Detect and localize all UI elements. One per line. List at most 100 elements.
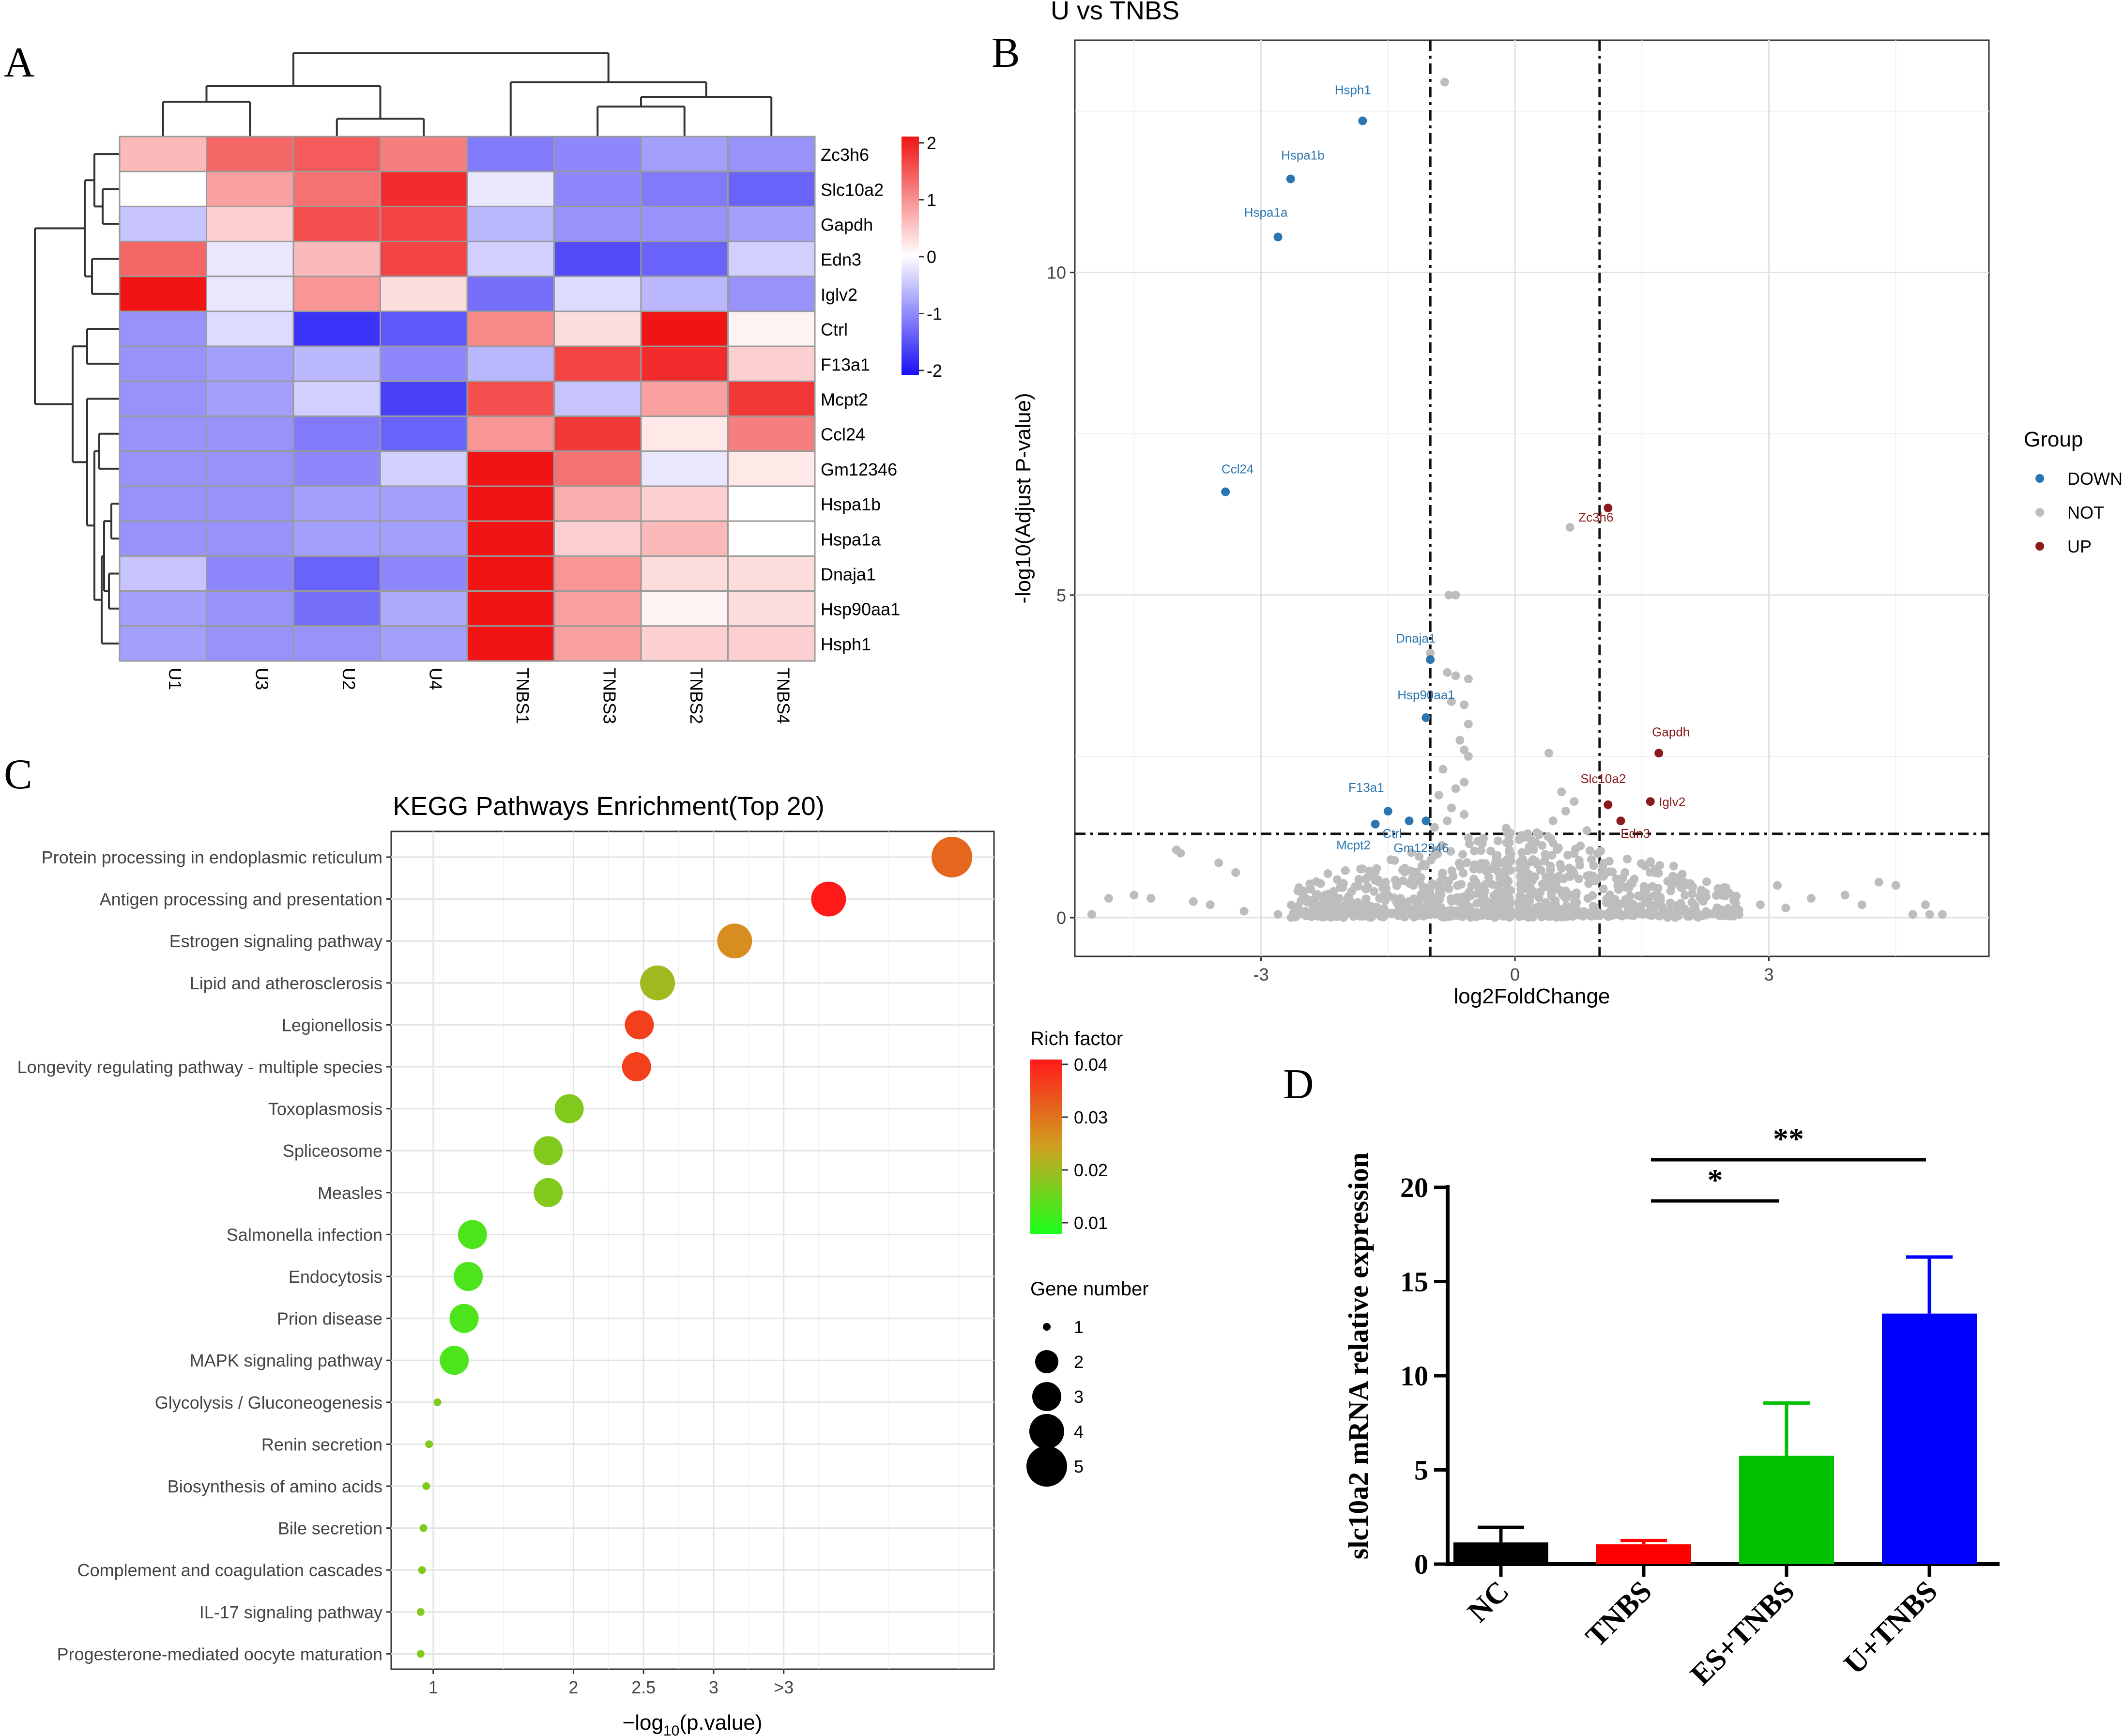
volcano-point-not — [1412, 868, 1421, 877]
heatmap-cell — [206, 136, 294, 172]
volcano-point-not — [1599, 859, 1608, 868]
volcano-point-not — [1561, 807, 1570, 816]
heatmap-cell — [380, 415, 468, 452]
volcano-point-not — [1696, 887, 1706, 896]
volcano-gene-label: Iglv2 — [1659, 795, 1685, 809]
volcano-point-not — [1506, 898, 1515, 907]
volcano-points — [1087, 77, 1947, 922]
volcano-point-not — [1481, 859, 1490, 868]
kegg-point — [418, 1566, 426, 1574]
heatmap-cell — [727, 450, 816, 487]
heatmap-cell — [119, 590, 207, 627]
kegg-point — [534, 1136, 563, 1166]
heatmap-row-label: Iglv2 — [821, 285, 857, 305]
volcano-legend-item: DOWN — [2067, 469, 2123, 489]
volcano-point-not — [1608, 903, 1618, 912]
panel-d-label: D — [1283, 1061, 1314, 1108]
volcano-point-not — [1570, 797, 1579, 806]
kegg-point — [419, 1524, 428, 1532]
volcano-point-not — [1490, 860, 1499, 869]
gene-number-tick: 3 — [1074, 1387, 1084, 1407]
heatmap-cell — [206, 485, 294, 522]
volcano-point-not — [1773, 881, 1782, 890]
heatmap-cell — [727, 625, 816, 662]
volcano-point-not — [1532, 828, 1542, 837]
heatmap-cell — [206, 205, 294, 243]
bar-category-label: ES+TNBS — [1684, 1575, 1801, 1691]
volcano-point-not — [1806, 894, 1816, 903]
volcano-point-not — [1505, 838, 1514, 847]
heatmap-cell — [119, 276, 207, 312]
column-dendrogram — [162, 52, 773, 137]
kegg-pathway-label: Bile secretion — [278, 1519, 382, 1538]
volcano-point-not — [1415, 852, 1424, 861]
heatmap-cell — [206, 241, 294, 277]
kegg-gridlines — [391, 831, 994, 1669]
heatmap-row-label: Dnaja1 — [821, 565, 876, 584]
heatmap-cell — [553, 520, 642, 557]
volcano-point-not — [1550, 903, 1559, 912]
heatmap-cell — [553, 590, 642, 627]
heatmap-cell — [553, 241, 642, 277]
heatmap-row-label: Hspa1b — [821, 494, 881, 514]
volcano-point-not — [1460, 700, 1469, 709]
volcano-point-not — [1550, 885, 1559, 894]
heatmap-cell — [553, 415, 642, 452]
volcano-y-tick: 0 — [1056, 908, 1066, 928]
kegg-pathway-label: Progesterone-mediated oocyte maturation — [57, 1644, 382, 1664]
heatmap-cell — [640, 136, 729, 172]
volcano-point-not — [1358, 864, 1367, 874]
heatmap-cell — [640, 485, 729, 522]
heatmap-cell — [206, 555, 294, 592]
heatmap-column-label: U1 — [165, 668, 185, 690]
volcano-point-not — [1316, 879, 1325, 888]
volcano-point-not — [1417, 861, 1426, 871]
volcano-point-not — [1451, 896, 1460, 905]
volcano-point-not — [1612, 875, 1621, 884]
volcano-point-not — [1565, 522, 1574, 532]
panel-a-label: A — [4, 39, 35, 86]
volcano-y-tick: 5 — [1056, 585, 1066, 605]
volcano-point-not — [1446, 847, 1455, 856]
heatmap-cell — [640, 590, 729, 627]
volcano-point-not — [1485, 900, 1494, 909]
heatmap-cell — [727, 276, 816, 312]
volcano-point-not — [1545, 912, 1555, 921]
kegg-point — [622, 1052, 651, 1081]
volcano-point-not — [1551, 896, 1560, 906]
volcano-point-not — [1656, 892, 1665, 902]
volcano-point-not — [1367, 871, 1376, 880]
heatmap-cell — [466, 625, 555, 662]
heatmap-cell — [119, 310, 207, 347]
heatmap-legend-tick: 0 — [927, 247, 936, 267]
kegg-title: KEGG Pathways Enrichment(Top 20) — [393, 792, 824, 821]
heatmap-cell — [292, 415, 381, 452]
heatmap-column-label: U3 — [252, 668, 272, 690]
kegg-point — [625, 1010, 654, 1040]
volcano-point-not — [1392, 881, 1401, 890]
volcano-point-not — [1457, 905, 1467, 914]
volcano-point-not — [1529, 845, 1538, 854]
volcano-point-not — [1354, 875, 1363, 884]
volcano-point-not — [1366, 904, 1375, 913]
volcano-point-not — [1570, 849, 1579, 858]
volcano-point-not — [1387, 909, 1396, 918]
heatmap-cell — [119, 205, 207, 243]
volcano-point-not — [1582, 826, 1591, 835]
volcano-point-not — [1526, 892, 1535, 901]
volcano-point-not — [1547, 851, 1557, 860]
volcano-point-not — [1457, 880, 1466, 889]
heatmap-cell — [466, 345, 555, 382]
volcano-point-not — [1602, 898, 1611, 907]
volcano-point-not — [1585, 871, 1594, 880]
heatmap-cell — [292, 136, 381, 172]
volcano-point-not — [1458, 850, 1467, 859]
kegg-pathway-label: Longevity regulating pathway - multiple … — [17, 1057, 382, 1077]
volcano-point-not — [1393, 911, 1403, 920]
heatmap-cell — [727, 555, 816, 592]
heatmap-cell — [727, 205, 816, 243]
heatmap-row-label: Gm12346 — [821, 460, 897, 479]
volcano-point-not — [1447, 803, 1456, 813]
heatmap-cell — [727, 590, 816, 627]
volcano-gene-label: Hsp90aa1 — [1397, 688, 1455, 702]
